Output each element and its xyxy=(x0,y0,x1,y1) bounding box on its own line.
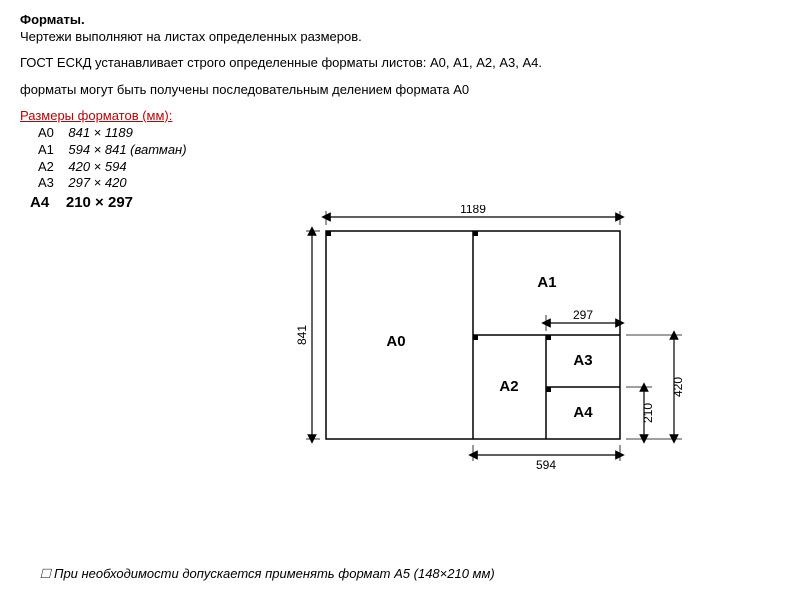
para-1: Чертежи выполняют на листах определенных… xyxy=(20,29,780,45)
size-fmt: А4 xyxy=(30,194,49,211)
dim-841: 841 xyxy=(295,325,309,345)
para-2: ГОСТ ЕСКД устанавливает строго определен… xyxy=(20,55,780,71)
size-dim: 420 × 594 xyxy=(68,159,126,174)
page: Форматы. Чертежи выполняют на листах опр… xyxy=(0,0,800,600)
label-a4: А4 xyxy=(573,404,593,421)
size-fmt: А3 xyxy=(38,175,54,190)
dim-1189: 1189 xyxy=(460,205,486,216)
title: Форматы. xyxy=(20,12,780,27)
label-a3: А3 xyxy=(573,352,592,369)
size-dim: 594 × 841 (ватман) xyxy=(68,142,186,157)
dim-210: 210 xyxy=(641,403,655,423)
sizes-heading: Размеры форматов (мм): xyxy=(20,108,780,123)
size-row-a0: А0 841 × 1189 xyxy=(38,125,780,142)
dim-297: 297 xyxy=(573,308,593,322)
size-row-a2: А2 420 × 594 xyxy=(38,159,780,176)
size-fmt: А0 xyxy=(38,125,54,140)
dim-594: 594 xyxy=(536,458,556,472)
size-fmt: А1 xyxy=(38,142,54,157)
size-row-a1: А1 594 × 841 (ватман) xyxy=(38,142,780,159)
bullet-icon: 🞎 xyxy=(40,566,50,581)
label-a1: А1 xyxy=(537,274,556,291)
size-fmt: А2 xyxy=(38,159,54,174)
size-row-a3: А3 297 × 420 xyxy=(38,175,780,192)
dim-420: 420 xyxy=(671,377,685,397)
label-a0: А0 xyxy=(386,333,405,350)
size-dim: 297 × 420 xyxy=(68,175,126,190)
size-dim: 210 × 297 xyxy=(66,194,133,211)
footer-note: 🞎 При необходимости допускается применят… xyxy=(40,566,770,582)
footer-text: При необходимости допускается применять … xyxy=(54,566,495,581)
formats-diagram: А0 А1 А2 А3 А4 1189 841 594 xyxy=(280,205,760,505)
para-3: форматы могут быть получены последовател… xyxy=(20,82,780,98)
label-a2: А2 xyxy=(499,378,518,395)
size-dim: 841 × 1189 xyxy=(68,125,132,140)
